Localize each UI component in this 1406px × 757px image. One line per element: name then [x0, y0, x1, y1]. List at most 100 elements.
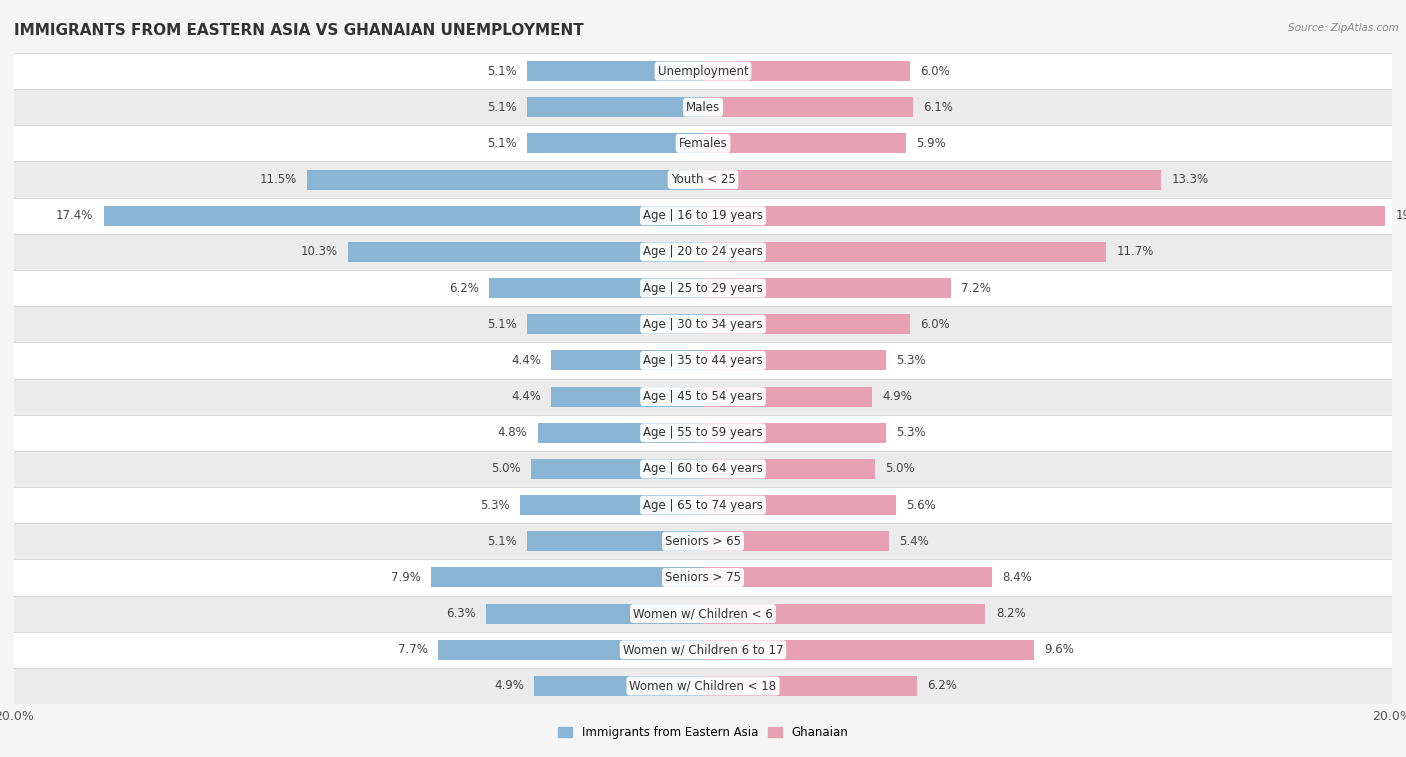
Bar	[14, 668, 1392, 704]
Text: 5.0%: 5.0%	[491, 463, 520, 475]
Text: 5.6%: 5.6%	[907, 499, 936, 512]
Bar	[430, 568, 703, 587]
Text: 4.9%: 4.9%	[882, 390, 912, 403]
Legend: Immigrants from Eastern Asia, Ghanaian: Immigrants from Eastern Asia, Ghanaian	[554, 721, 852, 743]
Bar	[527, 133, 703, 154]
Bar	[437, 640, 703, 659]
Bar	[14, 53, 1392, 89]
Bar	[703, 314, 910, 334]
Text: 13.3%: 13.3%	[1171, 173, 1209, 186]
Text: Youth < 25: Youth < 25	[671, 173, 735, 186]
Bar	[703, 676, 917, 696]
Bar	[14, 596, 1392, 631]
Text: Women w/ Children < 6: Women w/ Children < 6	[633, 607, 773, 620]
Text: Females: Females	[679, 137, 727, 150]
Text: Women w/ Children 6 to 17: Women w/ Children 6 to 17	[623, 643, 783, 656]
Text: 19.8%: 19.8%	[1395, 209, 1406, 223]
Text: Age | 25 to 29 years: Age | 25 to 29 years	[643, 282, 763, 294]
Bar	[527, 314, 703, 334]
Bar	[14, 89, 1392, 126]
Text: Seniors > 75: Seniors > 75	[665, 571, 741, 584]
Bar	[527, 61, 703, 81]
Bar	[703, 495, 896, 515]
Bar	[14, 198, 1392, 234]
Text: Age | 60 to 64 years: Age | 60 to 64 years	[643, 463, 763, 475]
Bar	[527, 98, 703, 117]
Text: 8.2%: 8.2%	[995, 607, 1025, 620]
Bar	[531, 459, 703, 479]
Text: 5.1%: 5.1%	[488, 318, 517, 331]
Text: 4.4%: 4.4%	[512, 354, 541, 367]
Text: IMMIGRANTS FROM EASTERN ASIA VS GHANAIAN UNEMPLOYMENT: IMMIGRANTS FROM EASTERN ASIA VS GHANAIAN…	[14, 23, 583, 38]
Text: 5.3%: 5.3%	[896, 354, 925, 367]
Bar	[14, 342, 1392, 378]
Text: 4.9%: 4.9%	[494, 680, 524, 693]
Text: 5.1%: 5.1%	[488, 534, 517, 548]
Bar	[14, 161, 1392, 198]
Bar	[703, 242, 1107, 262]
Text: Age | 55 to 59 years: Age | 55 to 59 years	[643, 426, 763, 439]
Text: 4.8%: 4.8%	[498, 426, 527, 439]
Bar	[551, 350, 703, 370]
Text: 5.9%: 5.9%	[917, 137, 946, 150]
Bar	[703, 640, 1033, 659]
Text: Age | 45 to 54 years: Age | 45 to 54 years	[643, 390, 763, 403]
Text: 11.7%: 11.7%	[1116, 245, 1154, 258]
Bar	[14, 270, 1392, 306]
Text: Age | 35 to 44 years: Age | 35 to 44 years	[643, 354, 763, 367]
Text: 10.3%: 10.3%	[301, 245, 337, 258]
Bar	[14, 378, 1392, 415]
Bar	[14, 415, 1392, 451]
Bar	[534, 676, 703, 696]
Bar	[551, 387, 703, 407]
Bar	[307, 170, 703, 189]
Text: 5.1%: 5.1%	[488, 64, 517, 77]
Text: Seniors > 65: Seniors > 65	[665, 534, 741, 548]
Bar	[14, 523, 1392, 559]
Bar	[349, 242, 703, 262]
Text: 5.0%: 5.0%	[886, 463, 915, 475]
Text: 6.2%: 6.2%	[927, 680, 956, 693]
Bar	[703, 423, 886, 443]
Text: 8.4%: 8.4%	[1002, 571, 1032, 584]
Bar	[104, 206, 703, 226]
Text: 7.7%: 7.7%	[398, 643, 427, 656]
Bar	[703, 278, 950, 298]
Text: 5.1%: 5.1%	[488, 101, 517, 114]
Text: 9.6%: 9.6%	[1045, 643, 1074, 656]
Text: 6.0%: 6.0%	[920, 318, 950, 331]
Text: 7.2%: 7.2%	[962, 282, 991, 294]
Bar	[14, 559, 1392, 596]
Bar	[14, 234, 1392, 270]
Text: 11.5%: 11.5%	[259, 173, 297, 186]
Text: Unemployment: Unemployment	[658, 64, 748, 77]
Text: 6.1%: 6.1%	[924, 101, 953, 114]
Text: Age | 65 to 74 years: Age | 65 to 74 years	[643, 499, 763, 512]
Text: Women w/ Children < 18: Women w/ Children < 18	[630, 680, 776, 693]
Text: 4.4%: 4.4%	[512, 390, 541, 403]
Bar	[703, 459, 875, 479]
Bar	[520, 495, 703, 515]
Bar	[14, 306, 1392, 342]
Bar	[486, 603, 703, 624]
Bar	[703, 603, 986, 624]
Bar	[14, 451, 1392, 487]
Text: Males: Males	[686, 101, 720, 114]
Bar	[703, 133, 907, 154]
Bar	[14, 487, 1392, 523]
Text: Age | 30 to 34 years: Age | 30 to 34 years	[643, 318, 763, 331]
Text: 6.0%: 6.0%	[920, 64, 950, 77]
Text: Age | 20 to 24 years: Age | 20 to 24 years	[643, 245, 763, 258]
Bar	[527, 531, 703, 551]
Text: 5.1%: 5.1%	[488, 137, 517, 150]
Text: Source: ZipAtlas.com: Source: ZipAtlas.com	[1288, 23, 1399, 33]
Text: 6.2%: 6.2%	[450, 282, 479, 294]
Bar	[703, 531, 889, 551]
Text: 5.4%: 5.4%	[900, 534, 929, 548]
Bar	[703, 98, 912, 117]
Bar	[703, 568, 993, 587]
Text: 17.4%: 17.4%	[56, 209, 93, 223]
Text: 5.3%: 5.3%	[481, 499, 510, 512]
Bar	[703, 170, 1161, 189]
Text: 5.3%: 5.3%	[896, 426, 925, 439]
